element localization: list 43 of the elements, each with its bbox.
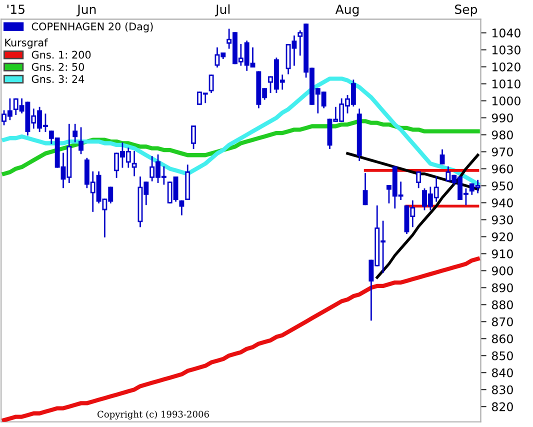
y-tick-label: 1020	[492, 62, 520, 72]
y-tick-label: 930	[492, 215, 513, 224]
candlestick	[132, 151, 137, 176]
candlestick	[78, 127, 84, 154]
y-tick-label: 920	[492, 232, 513, 242]
y-tick-label: 1040	[492, 28, 520, 38]
candlestick	[362, 173, 368, 206]
y-tick-label: 1010	[492, 80, 520, 88]
candlestick	[440, 149, 445, 164]
legend-label: Gns. 2: 50	[32, 62, 84, 71]
candlestick	[72, 124, 78, 142]
y-tick-label: 1030	[492, 46, 520, 54]
x-tick-label: '15	[7, 4, 24, 14]
annotation: Copyright (c) 1993-2006	[98, 410, 209, 420]
y-tick-label: 850	[492, 351, 513, 360]
y-tick-label: 890	[492, 283, 513, 292]
y-tick-label: 820	[492, 402, 513, 412]
legend-label: Gns. 1: 200	[32, 50, 91, 59]
y-tick-label: 1000	[492, 96, 520, 106]
y-tick-label: 940	[492, 198, 513, 208]
x-tick-label: Aug	[335, 4, 359, 16]
y-tick-label: 900	[492, 266, 513, 276]
y-tick-label: 960	[492, 164, 513, 174]
y-tick-label: 880	[492, 300, 513, 310]
y-tick-label: 830	[492, 385, 513, 394]
y-tick-label: 870	[492, 317, 513, 326]
legend-label: Gns. 3: 24	[32, 75, 84, 84]
y-tick-label: 910	[492, 249, 513, 258]
y-tick-label: 980	[492, 130, 513, 140]
candlestick	[191, 126, 196, 150]
y-tick-label: 990	[492, 113, 513, 122]
candlestick	[416, 171, 422, 188]
candlestick	[179, 200, 184, 216]
y-tick-label: 950	[492, 181, 513, 190]
candlestick	[208, 74, 214, 93]
y-tick-label: 840	[492, 368, 513, 378]
y-tick-label: 860	[492, 334, 513, 344]
legend-title: Kursgraf	[5, 38, 48, 49]
x-tick-label: Sep	[455, 4, 478, 16]
y-tick-label: 970	[492, 147, 513, 156]
legend-label: COPENHAGEN 20 (Dag)	[32, 22, 153, 32]
x-tick-label: Jul	[214, 4, 230, 16]
x-tick-label: Jun	[76, 4, 96, 16]
